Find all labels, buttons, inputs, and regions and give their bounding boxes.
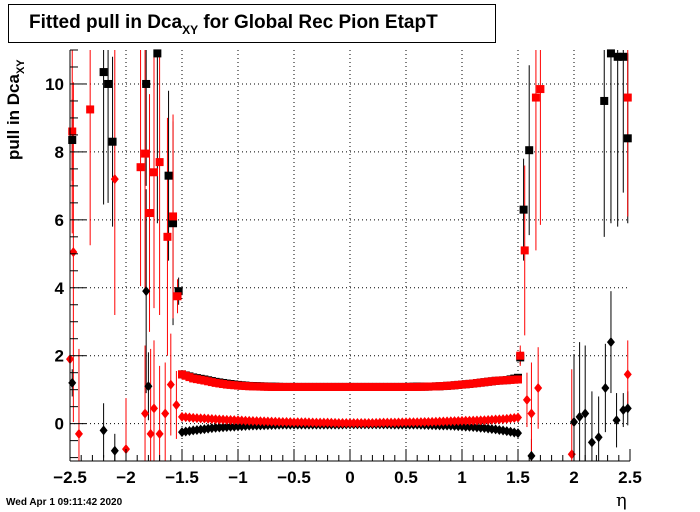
y-tick-label: 0 xyxy=(55,415,64,434)
data-point-square xyxy=(606,49,615,58)
data-point-square xyxy=(99,68,108,77)
data-point-diamond xyxy=(161,408,170,419)
data-point-square xyxy=(153,49,162,58)
data-point-square xyxy=(136,163,145,172)
data-point-diamond xyxy=(534,382,543,393)
data-point-diamond xyxy=(601,382,610,393)
data-point-square xyxy=(174,287,183,296)
data-point-diamond xyxy=(527,408,536,419)
x-tick-label: 2.5 xyxy=(618,468,642,487)
chart-title: Fitted pull in DcaXY for Global Rec Pion… xyxy=(29,12,438,37)
data-point-square xyxy=(169,219,178,228)
x-tick-label: 1 xyxy=(457,468,466,487)
y-tick-label: 2 xyxy=(55,347,64,366)
x-tick-label: 2 xyxy=(569,468,578,487)
data-point-diamond xyxy=(74,428,83,439)
data-point-diamond xyxy=(166,379,175,390)
data-point-square xyxy=(520,246,529,255)
y-tick-label: 6 xyxy=(55,211,64,230)
data-point-square xyxy=(173,292,182,301)
data-point-square xyxy=(164,171,173,180)
data-point-diamond xyxy=(172,399,181,410)
data-point-diamond xyxy=(522,394,531,405)
data-point-diamond xyxy=(141,408,150,419)
data-point-square xyxy=(623,93,632,102)
data-point-diamond xyxy=(575,411,584,422)
y-tick-label: 8 xyxy=(55,143,64,162)
title-box: Fitted pull in DcaXY for Global Rec Pion… xyxy=(8,4,496,43)
data-point-square xyxy=(600,96,609,105)
data-point-diamond xyxy=(587,437,596,448)
data-point-square xyxy=(104,79,113,88)
data-point-diamond xyxy=(155,428,164,439)
data-point-square xyxy=(142,79,151,88)
data-point-diamond xyxy=(527,450,536,461)
data-point-square xyxy=(150,168,158,177)
data-point-square xyxy=(145,209,154,218)
data-point-diamond xyxy=(570,416,578,427)
data-point-diamond xyxy=(606,337,615,348)
data-point-square xyxy=(525,146,534,155)
data-point-square xyxy=(155,158,164,167)
data-point-square xyxy=(536,85,545,94)
data-point-diamond xyxy=(594,432,603,443)
data-point-square xyxy=(141,149,150,158)
x-tick-label: −2 xyxy=(116,468,135,487)
data-point-square xyxy=(516,351,525,360)
x-tick-label: −1.5 xyxy=(165,468,199,487)
data-point-diamond xyxy=(110,174,119,185)
data-point-square xyxy=(86,105,95,114)
x-tick-label: 0.5 xyxy=(394,468,418,487)
data-point-diamond xyxy=(110,445,119,456)
data-point-square xyxy=(108,137,117,146)
axis-layer: −2.5 −2 −1.5 −1 −0.5 0 0.5 1 1.5 2 2.5 0 2 4 6 8 10 xyxy=(45,49,642,487)
data-point-diamond xyxy=(146,428,155,439)
marker-layer xyxy=(66,49,632,461)
y-tick-label: 4 xyxy=(55,279,65,298)
x-tick-label: −0.5 xyxy=(277,468,311,487)
x-tick-label: 1.5 xyxy=(506,468,530,487)
data-point-square xyxy=(531,93,540,102)
data-point-diamond xyxy=(144,381,153,392)
data-point-diamond xyxy=(68,377,77,388)
data-point-diamond xyxy=(567,449,576,460)
data-point-diamond xyxy=(142,286,151,297)
data-point-diamond xyxy=(514,412,522,423)
data-point-square xyxy=(619,52,628,61)
x-tick-label: −2.5 xyxy=(53,468,87,487)
x-axis-label: η xyxy=(616,490,627,511)
x-tick-label: 0 xyxy=(345,468,354,487)
data-point-square xyxy=(68,136,77,145)
data-point-diamond xyxy=(99,425,108,436)
date-stamp: Wed Apr 1 09:11:42 2020 xyxy=(6,497,123,508)
data-point-diamond xyxy=(514,428,522,439)
error-bar-layer xyxy=(69,50,629,461)
data-point-square xyxy=(613,52,622,61)
data-point-diamond xyxy=(69,247,78,258)
data-point-diamond xyxy=(581,408,590,419)
data-point-square xyxy=(68,127,77,136)
data-point-diamond xyxy=(150,403,158,414)
data-point-diamond xyxy=(623,369,632,380)
x-tick-label: −1 xyxy=(228,468,247,487)
data-point-square xyxy=(169,212,178,221)
data-point-square xyxy=(519,205,528,214)
data-point-square xyxy=(514,375,522,384)
data-point-diamond xyxy=(623,403,632,414)
data-point-square xyxy=(163,232,172,241)
data-point-square xyxy=(623,134,632,143)
y-tick-label: 10 xyxy=(45,75,64,94)
data-point-diamond xyxy=(612,415,621,426)
